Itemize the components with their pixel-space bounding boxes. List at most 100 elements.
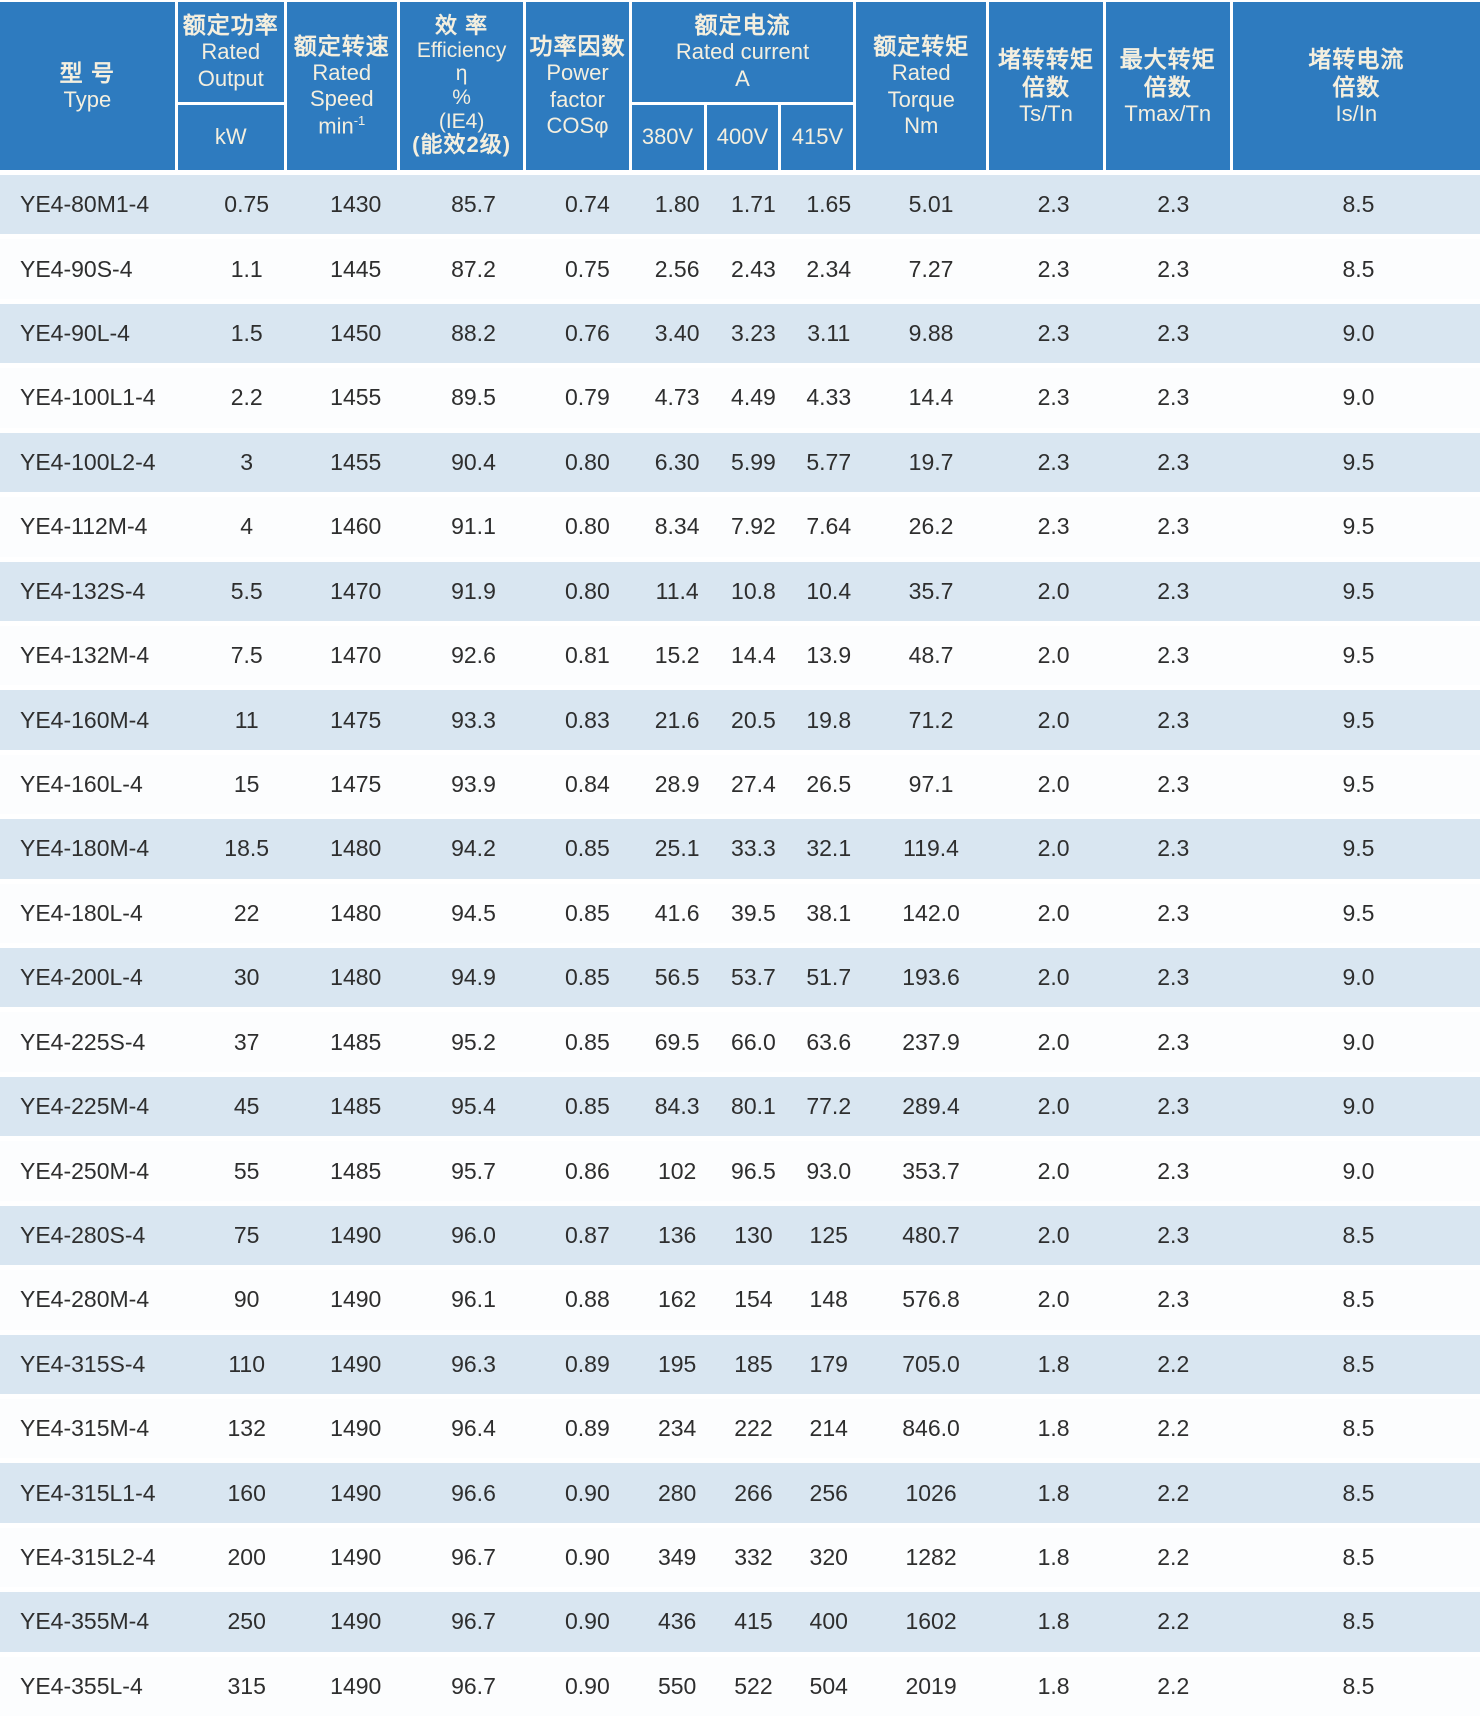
header-output-en1: Rated (201, 39, 261, 65)
cell-is-in: 9.0 (1342, 384, 1375, 411)
header-rated-current: 额定电流 Rated current A 380V 400V 415V (628, 2, 854, 170)
cell-kw: 3 (240, 448, 254, 475)
cell-tmax-tn: 2.3 (1157, 191, 1190, 218)
header-rated-output: 额定功率 Rated Output kW (174, 2, 284, 170)
cell-current-415v: 7.64 (806, 513, 852, 540)
cell-power-factor: 0.84 (564, 771, 610, 797)
table-row: YE4-225S-4 37 1485 95.2 0.85 69.5 66.0 63.6 237.… (0, 1007, 1480, 1072)
header-type: 型 号 Type (0, 2, 175, 170)
header-torque-zh: 额定转矩 (873, 32, 970, 59)
header-current-zh: 额定电流 (694, 12, 791, 39)
cell-torque: 7.27 (908, 255, 954, 282)
table-row: YE4-112M-4 4 1460 91.1 0.80 8.34 7.92 7.64 26.2 2… (0, 492, 1480, 557)
cell-speed: 1430 (330, 191, 382, 218)
cell-tmax-tn: 2.3 (1157, 899, 1190, 926)
cell-current-400v: 1.71 (731, 191, 776, 218)
cell-kw: 132 (227, 1415, 266, 1442)
header-tmax-tn: 最大转矩 倍数 Tmax/Tn (1102, 2, 1230, 170)
cell-tmax-tn: 2.2 (1157, 1479, 1190, 1506)
cell-type: YE4-160M-4 (20, 706, 150, 733)
cell-type: YE4-160L-4 (20, 771, 143, 797)
table-row: YE4-100L2-4 3 1455 90.4 0.80 6.30 5.99 5.77 19.7… (0, 427, 1480, 493)
cell-torque: 48.7 (908, 642, 954, 669)
cell-current-400v: 20.5 (731, 706, 776, 733)
cell-current-400v: 7.92 (731, 513, 776, 540)
cell-ts-tn: 1.8 (1037, 1415, 1070, 1442)
cell-speed: 1455 (330, 384, 382, 411)
cell-torque: 846.0 (902, 1415, 960, 1442)
cell-efficiency: 91.9 (451, 577, 496, 604)
cell-tmax-tn: 2.3 (1157, 1221, 1190, 1248)
cell-current-380v: 8.34 (654, 513, 700, 540)
cell-efficiency: 95.7 (451, 1157, 496, 1184)
cell-kw: 55 (233, 1157, 260, 1184)
table-row: YE4-200L-4 30 1480 94.9 0.85 56.5 53.7 51.7 193.… (0, 943, 1480, 1008)
table-row: YE4-132S-4 5.5 1470 91.9 0.80 11.4 10.8 10.4 35.… (0, 556, 1480, 621)
cell-is-in: 9.5 (1342, 642, 1375, 669)
cell-speed: 1480 (330, 835, 382, 862)
cell-speed: 1450 (330, 320, 382, 347)
header-torque-en2: Torque (887, 86, 955, 112)
header-output-zh: 额定功率 (182, 12, 279, 39)
cell-current-400v: 522 (734, 1672, 773, 1699)
cell-current-415v: 19.8 (806, 706, 852, 733)
cell-speed: 1460 (330, 513, 382, 540)
cell-power-factor: 0.90 (564, 1479, 610, 1506)
cell-power-factor: 0.75 (564, 255, 610, 282)
cell-current-415v: 32.1 (806, 835, 852, 862)
cell-current-415v: 5.77 (806, 448, 852, 475)
table-row: YE4-180L-4 22 1480 94.5 0.85 41.6 39.5 38.1 142.… (0, 878, 1480, 944)
cell-power-factor: 0.79 (564, 384, 610, 411)
table-row: YE4-132M-4 7.5 1470 92.6 0.81 15.2 14.4 13.9 48.… (0, 620, 1480, 686)
cell-efficiency: 91.1 (451, 513, 496, 540)
table-row: YE4-280M-4 90 1490 96.1 0.88 162 154 148 576.8 2.… (0, 1265, 1480, 1330)
cell-torque: 97.1 (908, 771, 954, 797)
cell-speed: 1455 (330, 448, 382, 475)
table-row: YE4-80M1-4 0.75 1430 85.7 0.74 1.80 1.71 1.65 5.… (0, 170, 1480, 235)
cell-type: YE4-315L1-4 (20, 1479, 156, 1506)
cell-speed: 1470 (330, 577, 382, 604)
cell-ts-tn: 2.0 (1037, 771, 1070, 797)
cell-type: YE4-315M-4 (20, 1415, 150, 1442)
cell-is-in: 8.5 (1342, 255, 1375, 282)
cell-power-factor: 0.89 (564, 1415, 610, 1442)
cell-power-factor: 0.85 (564, 1093, 610, 1120)
table-row: YE4-160M-4 11 1475 93.3 0.83 21.6 20.5 19.8 71.2… (0, 685, 1480, 750)
header-output-en2: Output (197, 66, 264, 92)
cell-ts-tn: 2.0 (1037, 835, 1070, 862)
cell-is-in: 9.5 (1342, 448, 1375, 475)
cell-current-400v: 266 (734, 1479, 773, 1506)
table-row: YE4-250M-4 55 1485 95.7 0.86 102 96.5 93.0 353.7… (0, 1136, 1480, 1201)
cell-type: YE4-132S-4 (20, 577, 146, 604)
cell-current-415v: 51.7 (806, 964, 852, 991)
header-ts-tn: 堵转转矩 倍数 Ts/Tn (986, 2, 1103, 170)
cell-type: YE4-250M-4 (20, 1157, 150, 1184)
cell-speed: 1485 (330, 1157, 382, 1184)
cell-current-400v: 27.4 (731, 771, 776, 797)
cell-tmax-tn: 2.3 (1157, 642, 1190, 669)
header-is-zh2: 倍数 (1332, 73, 1381, 100)
cell-kw: 160 (227, 1479, 266, 1506)
header-current-400v: 400V (703, 105, 779, 170)
cell-current-400v: 33.3 (731, 835, 776, 862)
cell-kw: 30 (233, 964, 260, 991)
cell-speed: 1480 (330, 899, 382, 926)
header-tmax-en: Tmax/Tn (1124, 100, 1212, 126)
cell-type: YE4-315L2-4 (20, 1544, 156, 1571)
table-row: YE4-280S-4 75 1490 96.0 0.87 136 130 125 480.7 2.… (0, 1200, 1480, 1266)
cell-torque: 5.01 (908, 191, 954, 218)
cell-current-380v: 11.4 (655, 577, 699, 604)
cell-current-380v: 436 (657, 1608, 697, 1635)
cell-efficiency: 96.3 (451, 1350, 496, 1377)
cell-tmax-tn: 2.2 (1157, 1415, 1190, 1442)
cell-speed: 1480 (330, 964, 382, 991)
table-row: YE4-315L1-4 160 1490 96.6 0.90 280 266 256 1026 1… (0, 1458, 1480, 1523)
cell-type: YE4-132M-4 (20, 642, 150, 669)
cell-current-400v: 415 (734, 1608, 773, 1635)
cell-power-factor: 0.86 (564, 1157, 610, 1184)
table-body: YE4-80M1-4 0.75 1430 85.7 0.74 1.80 1.71 1.65 5.… (0, 170, 1480, 1716)
cell-ts-tn: 1.8 (1037, 1544, 1070, 1571)
cell-kw: 75 (233, 1221, 260, 1248)
cell-current-400v: 5.99 (731, 448, 776, 475)
cell-efficiency: 96.1 (451, 1286, 496, 1313)
